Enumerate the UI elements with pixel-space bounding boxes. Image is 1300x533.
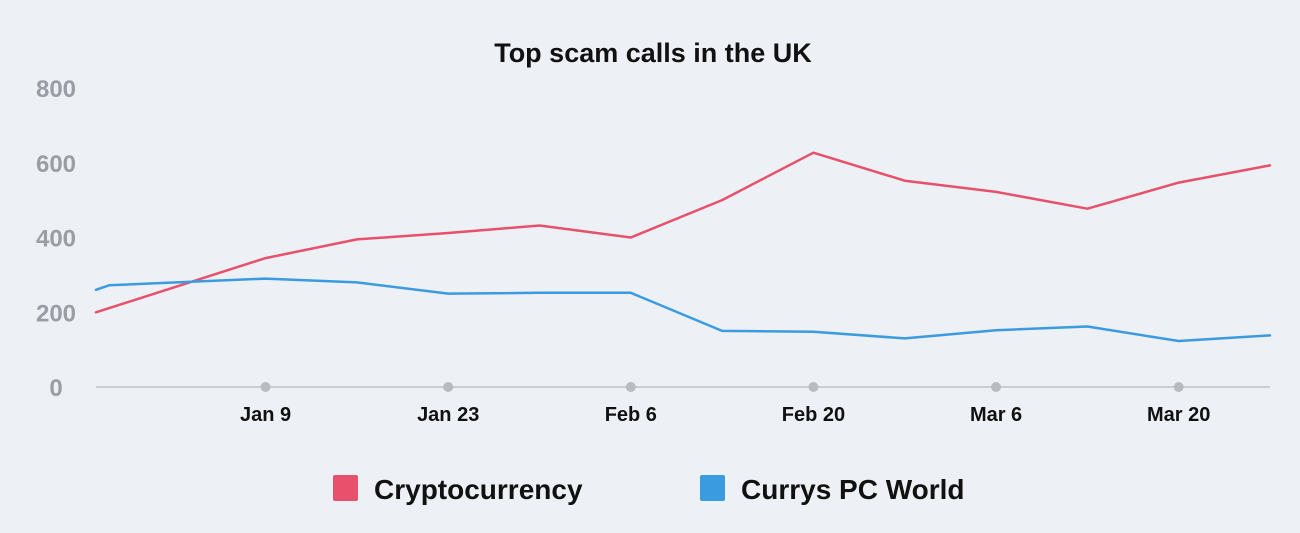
y-tick-label: 200	[36, 300, 76, 327]
x-tick-mark	[443, 382, 454, 392]
x-tick-mark	[625, 382, 636, 392]
axes: 0 200 400 600 800 Jan 9 Jan 23 Feb 6 Feb 20 Mar 6…	[36, 76, 1270, 426]
series-lines	[94, 151, 1272, 343]
x-tick-mark	[991, 382, 1002, 392]
x-tick-label: Jan 9	[240, 404, 291, 426]
legend-swatch-cryptocurrency	[333, 475, 358, 501]
x-tick-label: Mar 20	[1147, 404, 1210, 426]
series-line-currys-pc-world	[94, 277, 1272, 343]
legend-swatch-currys-pc-world	[700, 475, 725, 501]
x-tick-mark	[1173, 382, 1184, 392]
x-tick-mark	[808, 382, 819, 392]
x-tick-label: Mar 6	[970, 404, 1022, 426]
y-tick-label: 0	[49, 375, 62, 402]
legend: Cryptocurrency Currys PC World	[333, 474, 965, 505]
x-tick-label: Feb 20	[782, 404, 845, 426]
x-tick-mark	[260, 382, 271, 392]
x-tick-label: Feb 6	[605, 404, 657, 426]
legend-label-cryptocurrency: Cryptocurrency	[374, 474, 583, 505]
chart-title: Top scam calls in the UK	[494, 38, 812, 68]
series-line-cryptocurrency	[94, 151, 1272, 314]
x-tick-label: Jan 23	[417, 404, 479, 426]
legend-label-currys-pc-world: Currys PC World	[741, 474, 965, 505]
y-tick-label: 600	[36, 151, 76, 178]
y-tick-label: 800	[36, 76, 76, 103]
y-tick-label: 400	[36, 226, 76, 253]
